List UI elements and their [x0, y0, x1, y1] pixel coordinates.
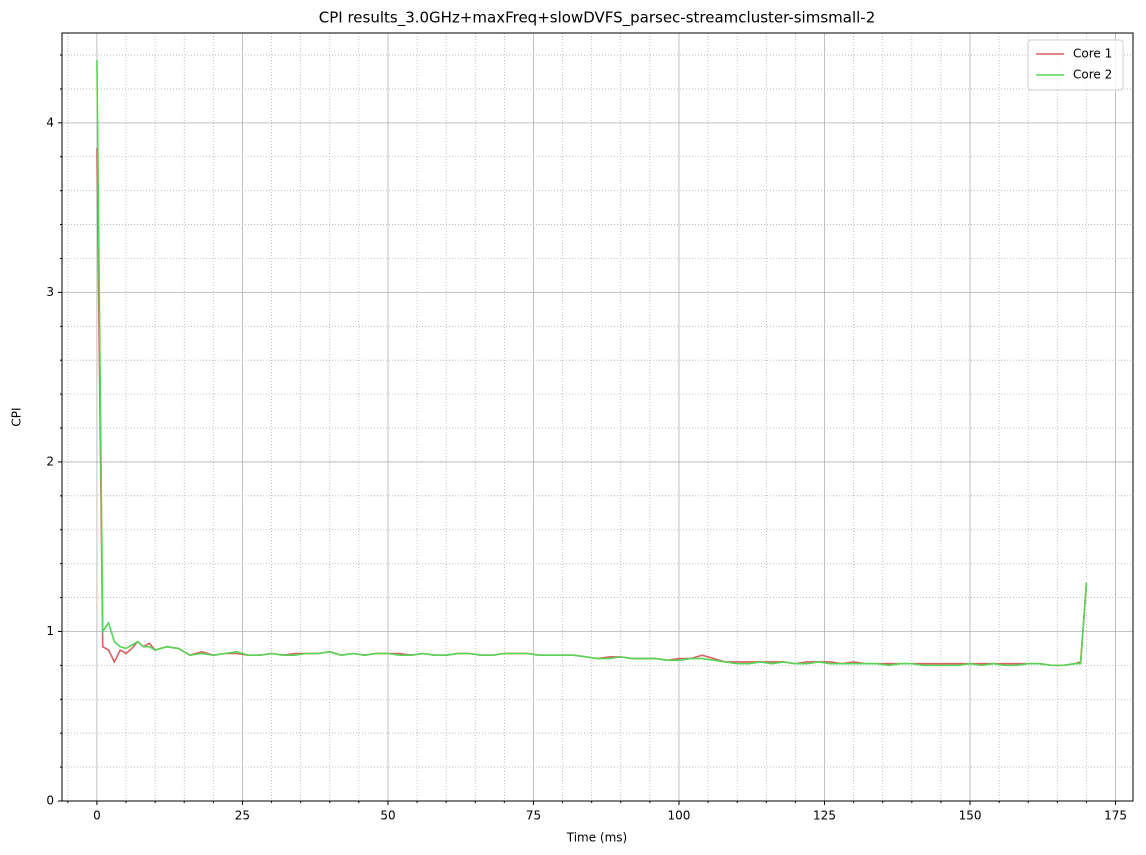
- y-tick-label: 4: [46, 115, 54, 129]
- plot-frame: [61, 32, 1134, 802]
- legend-box: [1027, 39, 1124, 91]
- chart-title: CPI results_3.0GHz+maxFreq+slowDVFS_pars…: [319, 9, 876, 28]
- x-tick-label: 100: [668, 809, 691, 823]
- x-tick-label: 150: [959, 809, 982, 823]
- series-line: [96, 60, 1088, 667]
- legend-label: Core 2: [1073, 68, 1112, 82]
- y-tick-label: 2: [46, 454, 54, 468]
- x-tick-label: 0: [93, 809, 101, 823]
- legend-label: Core 1: [1073, 47, 1112, 61]
- legend: Core 1 Core 2: [1027, 39, 1124, 91]
- y-axis-label: CPI: [10, 407, 24, 426]
- x-tick-label: 25: [235, 809, 250, 823]
- x-tick-label: 75: [526, 809, 541, 823]
- y-tick-label: 0: [46, 794, 54, 808]
- y-tick-label: 1: [46, 624, 54, 638]
- x-axis-label: Time (ms): [566, 831, 628, 845]
- x-tick-label: 175: [1104, 809, 1127, 823]
- y-tick-label: 3: [46, 285, 54, 299]
- x-tick-label: 50: [380, 809, 395, 823]
- x-tick-label: 125: [813, 809, 836, 823]
